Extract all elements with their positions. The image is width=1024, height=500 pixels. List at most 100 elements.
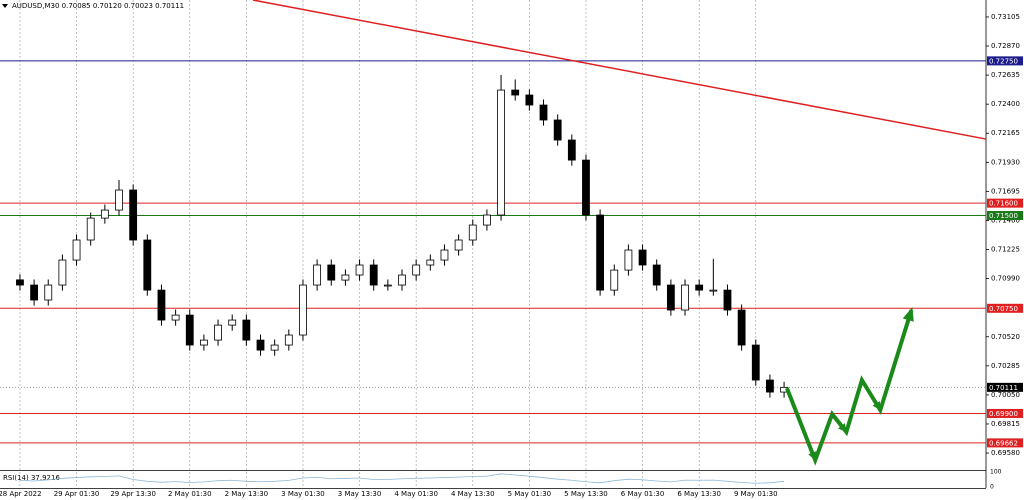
candle-body <box>582 159 590 216</box>
rsi-tick-label: 0 <box>990 484 994 491</box>
x-tick-label: 3 May 01:30 <box>281 490 325 498</box>
x-tick-label: 28 Apr 2022 <box>0 490 42 498</box>
y-tick-label: 0.71225 <box>991 246 1020 254</box>
y-tick-label: 0.70285 <box>991 362 1020 370</box>
candle-body <box>200 339 208 346</box>
candle-body <box>511 89 520 96</box>
rsi-title: RSI(14) 37.9216 <box>3 474 60 482</box>
candle-body <box>86 217 95 241</box>
candle-body <box>58 259 67 286</box>
y-tick-label: 0.70520 <box>991 333 1020 341</box>
x-tick-label: 2 May 13:30 <box>225 490 269 498</box>
level-label-box <box>987 56 1023 66</box>
candle-body <box>624 249 633 271</box>
candle-body <box>100 209 109 219</box>
candle-body <box>185 314 194 346</box>
level-label: 0.70111 <box>989 384 1018 392</box>
candle-body <box>596 214 605 291</box>
candle-body <box>383 284 392 287</box>
rsi-tick-label: 100 <box>990 469 1002 476</box>
y-tick-label: 0.69815 <box>991 420 1020 428</box>
candle-body <box>723 289 732 311</box>
x-tick-label: 6 May 13:30 <box>677 490 721 498</box>
candle-body <box>284 334 293 346</box>
level-label: 0.69662 <box>989 439 1018 447</box>
level-label-box <box>987 382 1023 392</box>
arrow-head <box>902 307 914 322</box>
candle-body <box>44 284 53 301</box>
candle-body <box>525 94 534 106</box>
candle-body <box>143 239 152 291</box>
candle-body <box>567 139 576 161</box>
y-tick-label: 0.69580 <box>991 449 1020 457</box>
arrow-head <box>872 401 881 411</box>
candle-body <box>157 289 166 321</box>
candle-body <box>214 324 222 341</box>
level-label: 0.70750 <box>989 305 1018 313</box>
candle-body <box>30 284 39 301</box>
level-label-box <box>987 303 1023 313</box>
x-tick-label: 5 May 01:30 <box>508 490 552 498</box>
candle-body <box>610 269 619 291</box>
chart-title: AUDUSD,M30 0.70085 0.70120 0.70023 0.701… <box>12 2 184 10</box>
candle-body <box>355 264 364 276</box>
candle-body <box>327 264 336 281</box>
level-label: 0.71500 <box>989 212 1018 220</box>
candle-body <box>313 264 322 286</box>
x-tick-label: 29 Apr 13:30 <box>110 490 156 498</box>
level-label: 0.72750 <box>989 57 1018 65</box>
x-tick-label: 29 Apr 01:30 <box>54 490 100 498</box>
candle-body <box>695 284 704 291</box>
candle-body <box>666 284 675 311</box>
candle-body <box>129 189 138 241</box>
candle-body <box>483 214 491 226</box>
rsi-line <box>19 473 785 484</box>
x-tick-label: 4 May 13:30 <box>451 490 495 498</box>
candle-body <box>751 344 760 381</box>
candle-body <box>299 284 307 336</box>
x-tick-label: 9 May 01:30 <box>734 490 778 498</box>
candle-body <box>454 239 463 251</box>
candle-body <box>681 284 689 311</box>
candle-body <box>398 274 406 286</box>
arrow-head <box>838 423 847 433</box>
level-label: 0.69900 <box>989 410 1018 418</box>
candle-body <box>638 249 647 266</box>
candle-body <box>497 89 505 216</box>
candle-body <box>737 309 746 346</box>
menu-triangle[interactable] <box>2 4 8 8</box>
x-tick-label: 5 May 13:30 <box>564 490 608 498</box>
y-tick-label: 0.72400 <box>991 100 1020 108</box>
candle-body <box>242 319 251 341</box>
candle-body <box>72 239 81 261</box>
y-tick-label: 0.71460 <box>991 216 1020 224</box>
candle-body <box>115 189 123 211</box>
level-label-box <box>987 408 1023 418</box>
y-tick-label: 0.72870 <box>991 42 1020 50</box>
y-tick-label: 0.70050 <box>991 391 1020 399</box>
candle-body <box>171 314 180 321</box>
level-label-box <box>987 211 1023 221</box>
candle-body <box>709 289 718 292</box>
candle-body <box>270 344 279 351</box>
candle-body <box>341 274 350 281</box>
candle-body <box>440 249 449 261</box>
y-tick-label: 0.72165 <box>991 129 1020 137</box>
candle-body <box>16 279 24 286</box>
x-tick-label: 4 May 01:30 <box>394 490 438 498</box>
level-label-box <box>987 438 1023 448</box>
candle-body <box>652 264 661 286</box>
level-label: 0.71600 <box>989 200 1018 208</box>
x-tick-label: 3 May 13:30 <box>338 490 382 498</box>
candle-body <box>412 264 421 276</box>
arrow-head <box>808 451 817 461</box>
x-tick-label: 2 May 01:30 <box>168 490 212 498</box>
candle-body <box>553 119 562 141</box>
y-tick-label: 0.71695 <box>991 187 1020 195</box>
y-tick-label: 0.71930 <box>991 158 1020 166</box>
x-tick-label: 6 May 01:30 <box>621 490 665 498</box>
candle-body <box>766 379 774 393</box>
candle-body <box>369 264 378 286</box>
candle-body <box>468 224 477 241</box>
